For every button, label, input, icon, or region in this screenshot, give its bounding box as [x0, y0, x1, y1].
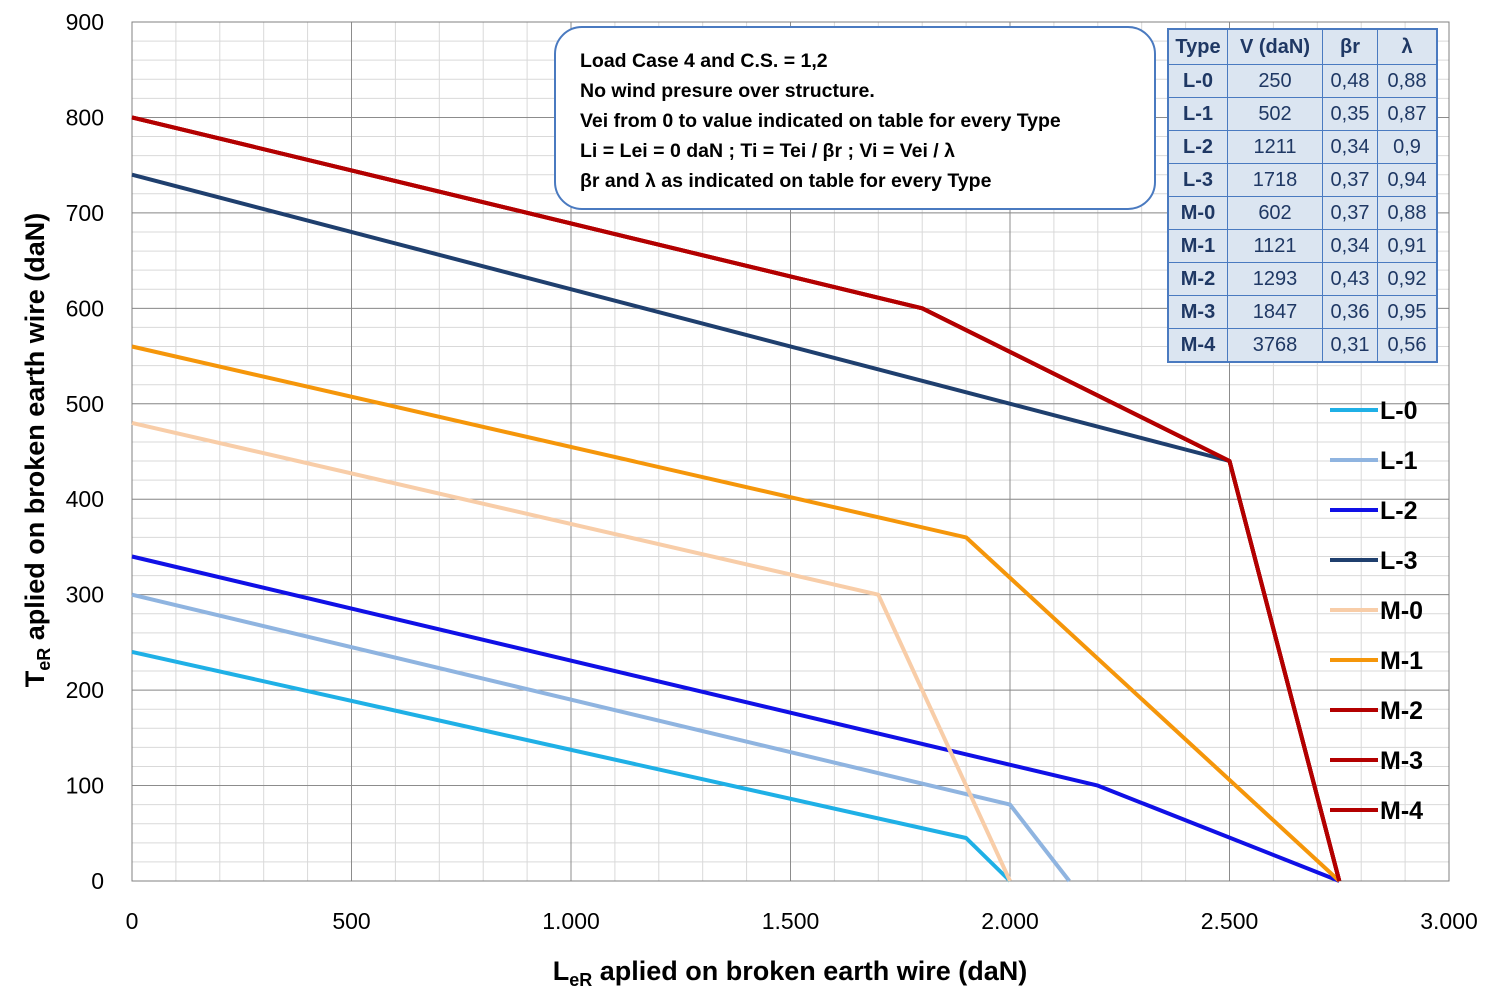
x-axis-title: LeR aplied on broken earth wire (daN): [553, 956, 1028, 990]
cell-lambda: 0,88: [1377, 196, 1438, 230]
cell-v: 1293: [1227, 262, 1323, 296]
y-tick-label: 900: [66, 9, 104, 35]
note-line: βr and λ as indicated on table for every…: [580, 170, 992, 192]
annotation-box: Load Case 4 and C.S. = 1,2 No wind presu…: [554, 26, 1156, 210]
legend-label: M-0: [1380, 597, 1423, 625]
y-tick-label: 600: [66, 295, 104, 321]
y-tick-label: 100: [66, 773, 104, 799]
cell-v: 3768: [1227, 328, 1323, 363]
legend: L-0 L-1 L-2 L-3 M-0 M-1 M-2 M-3 M-4: [1330, 397, 1423, 825]
header-type: Type: [1167, 28, 1228, 65]
cell-type: L-2: [1167, 130, 1228, 164]
cell-type: L-1: [1167, 97, 1228, 131]
y-axis-ticks: 0 100 200 300 400 500 600 700 800 900: [66, 9, 104, 894]
legend-label: L-2: [1380, 497, 1418, 525]
series-line-l-3: [131, 172, 1342, 882]
table-row: L-2 1211 0,34 0,9: [1167, 130, 1438, 164]
legend-label: L-0: [1380, 397, 1418, 425]
x-tick-label: 2.500: [1201, 908, 1259, 934]
plot-area-frame: [131, 21, 1450, 882]
cell-type: M-0: [1167, 196, 1228, 230]
cell-beta: 0,34: [1322, 130, 1378, 164]
note-line: Vei from 0 to value indicated on table f…: [580, 110, 1061, 132]
cell-type: M-4: [1167, 328, 1228, 363]
cell-lambda: 0,94: [1377, 163, 1438, 197]
header-v: V (daN): [1227, 28, 1323, 65]
cell-beta: 0,35: [1322, 97, 1378, 131]
x-tick-label: 500: [332, 908, 370, 934]
cell-lambda: 0,88: [1377, 64, 1438, 98]
cell-beta: 0,48: [1322, 64, 1378, 98]
series-line-l-0: [131, 649, 1012, 883]
cell-lambda: 0,95: [1377, 295, 1438, 329]
cell-beta: 0,31: [1322, 328, 1378, 363]
note-line: Li = Lei = 0 daN ; Ti = Tei / βr ; Vi = …: [580, 140, 955, 162]
cell-lambda: 0,91: [1377, 229, 1438, 263]
cell-type: L-0: [1167, 64, 1228, 98]
note-line: No wind presure over structure.: [580, 80, 875, 102]
table-row: L-3 1718 0,37 0,94: [1167, 163, 1438, 197]
table-row: M-0 602 0,37 0,88: [1167, 196, 1438, 230]
y-tick-label: 500: [66, 391, 104, 417]
note-line: Load Case 4 and C.S. = 1,2: [580, 50, 828, 72]
table-header-row: Type V (daN) βr λ: [1167, 28, 1438, 65]
legend-label: M-4: [1380, 797, 1423, 825]
table-row: M-3 1847 0,36 0,95: [1167, 295, 1438, 329]
series-line-m-1: [131, 344, 1341, 883]
y-tick-label: 800: [66, 104, 104, 130]
series-line-l-1: [131, 592, 1071, 883]
x-axis-ticks: 0 500 1.000 1.500 2.000 2.500 3.000: [126, 908, 1478, 934]
cell-beta: 0,37: [1322, 196, 1378, 230]
table-row: L-0 250 0,48 0,88: [1167, 64, 1438, 98]
cell-v: 1718: [1227, 163, 1323, 197]
legend-label: M-3: [1380, 747, 1423, 775]
y-tick-label: 200: [66, 677, 104, 703]
cell-beta: 0,43: [1322, 262, 1378, 296]
type-parameter-table: Type V (daN) βr λ L-0 250 0,48 0,88 L-1 502 0,…: [1167, 28, 1438, 363]
cell-type: M-1: [1167, 229, 1228, 263]
cell-type: L-3: [1167, 163, 1228, 197]
cell-lambda: 0,92: [1377, 262, 1438, 296]
legend-label: L-3: [1380, 547, 1418, 575]
cell-type: M-3: [1167, 295, 1228, 329]
table-row: M-2 1293 0,43 0,92: [1167, 262, 1438, 296]
cell-lambda: 0,87: [1377, 97, 1438, 131]
cell-beta: 0,36: [1322, 295, 1378, 329]
x-tick-label: 1.500: [762, 908, 820, 934]
y-axis-title: TeR aplied on broken earth wire (daN): [20, 213, 54, 688]
cell-v: 602: [1227, 196, 1323, 230]
y-tick-label: 700: [66, 200, 104, 226]
series-line-m-0: [131, 420, 1012, 882]
legend-label: M-1: [1380, 647, 1423, 675]
x-tick-label: 0: [126, 908, 139, 934]
cell-v: 502: [1227, 97, 1323, 131]
x-tick-label: 1.000: [542, 908, 600, 934]
cell-v: 250: [1227, 64, 1323, 98]
y-tick-label: 400: [66, 486, 104, 512]
cell-lambda: 0,56: [1377, 328, 1438, 363]
y-tick-label: 0: [91, 868, 104, 894]
header-beta: βr: [1322, 28, 1378, 65]
cell-beta: 0,34: [1322, 229, 1378, 263]
cell-v: 1121: [1227, 229, 1323, 263]
table-row: L-1 502 0,35 0,87: [1167, 97, 1438, 131]
series-line-m-4: [131, 115, 1342, 882]
series-line-l-2: [131, 554, 1341, 883]
legend-label: M-2: [1380, 697, 1423, 725]
legend-label: L-1: [1380, 447, 1418, 475]
header-lambda: λ: [1377, 28, 1438, 65]
cell-v: 1211: [1227, 130, 1323, 164]
x-tick-label: 3.000: [1420, 908, 1478, 934]
table-row: M-1 1121 0,34 0,91: [1167, 229, 1438, 263]
cell-type: M-2: [1167, 262, 1228, 296]
cell-v: 1847: [1227, 295, 1323, 329]
x-tick-label: 2.000: [981, 908, 1039, 934]
cell-beta: 0,37: [1322, 163, 1378, 197]
cell-lambda: 0,9: [1377, 130, 1438, 164]
y-tick-label: 300: [66, 582, 104, 608]
table-row: M-4 3768 0,31 0,56: [1167, 328, 1438, 363]
series-lines: [131, 115, 1342, 883]
